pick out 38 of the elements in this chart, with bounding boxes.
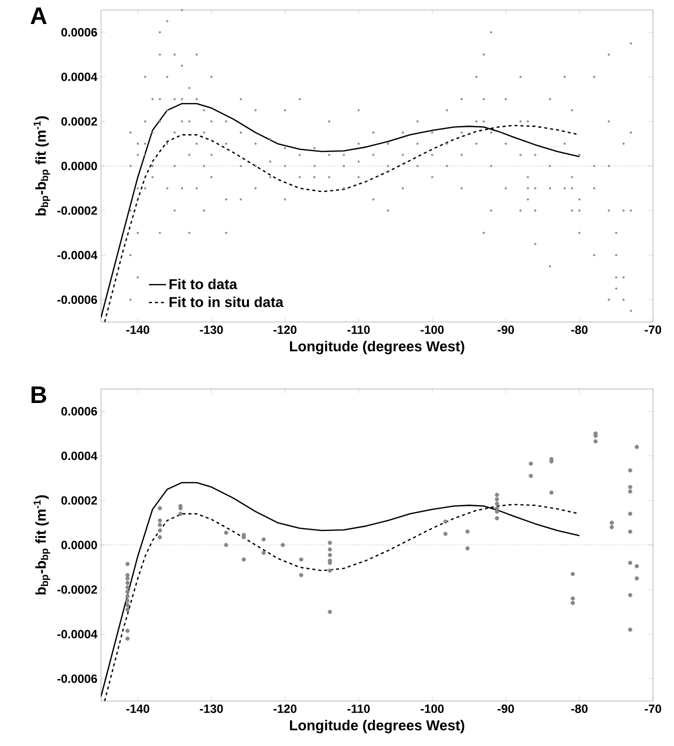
y-tick-label: 0.0006 <box>61 28 98 36</box>
x-tick-label: -70 <box>644 326 662 334</box>
y-tick-label: -0.0004 <box>57 630 98 638</box>
y-axis-title: b$_{bp}$-b$_{bp}$ fit (m$^{-1}$) <box>34 495 50 594</box>
x-tick-label: -80 <box>571 326 588 334</box>
x-tick-label: -100 <box>420 326 444 334</box>
y-tick-label: -0.0004 <box>57 250 98 260</box>
x-tick-label: -90 <box>498 704 514 713</box>
y-tick-label: -0.0006 <box>57 674 98 683</box>
y-tick-label: 0.0006 <box>61 407 98 416</box>
x-tick-label: -110 <box>347 704 370 713</box>
y-tick-label: 0.0004 <box>61 452 98 460</box>
y-tick-label: 0.0000 <box>61 540 97 550</box>
x-tick-label: -110 <box>347 326 370 334</box>
y-tick-label: 0.0002 <box>61 496 97 505</box>
x-axis-title: Longitude (degrees West) <box>290 340 464 354</box>
x-tick-label: -140 <box>126 326 150 334</box>
x-axis-title: Longitude (degrees West) <box>290 720 464 734</box>
x-tick-label: -120 <box>274 704 296 713</box>
y-tick-label: 0.0002 <box>61 117 97 126</box>
y-axis-title: b$_{bp}$-b$_{bp}$ fit (m$^{-1}$) <box>34 116 50 216</box>
y-tick-label: 0.0004 <box>61 72 98 82</box>
x-tick-label: -140 <box>126 704 150 713</box>
y-tick-label: -0.0006 <box>57 295 98 304</box>
x-tick-label: -70 <box>644 704 662 713</box>
x-tick-label: -80 <box>571 704 588 713</box>
y-tick-label: -0.0002 <box>57 585 97 594</box>
x-tick-label: -130 <box>200 326 223 334</box>
legend-label: Fit to data <box>170 278 238 290</box>
x-tick-label: -130 <box>200 704 223 714</box>
y-tick-label: 0.0000 <box>61 162 97 170</box>
y-tick-label: -0.0002 <box>57 206 97 215</box>
x-tick-label: -120 <box>274 326 296 334</box>
x-tick-label: -90 <box>498 326 514 334</box>
x-tick-label: -100 <box>420 704 444 713</box>
chart-title: B <box>32 386 46 403</box>
legend-label: Fit to in situ data <box>170 296 284 308</box>
chart-title: A <box>30 8 47 24</box>
